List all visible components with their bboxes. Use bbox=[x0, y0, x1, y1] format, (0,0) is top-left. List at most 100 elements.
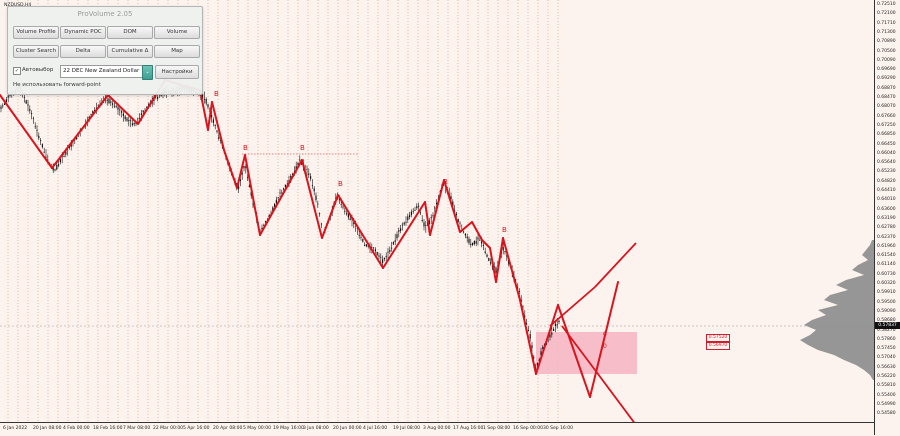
candle-body bbox=[313, 188, 315, 192]
candle-body bbox=[380, 256, 382, 258]
candle-body bbox=[128, 120, 130, 122]
candle-body bbox=[243, 166, 245, 169]
price-tick: 0.68070 bbox=[877, 104, 896, 110]
candle-body bbox=[349, 218, 351, 221]
price-tick: 0.69690 bbox=[877, 67, 896, 73]
volume-button[interactable]: Volume bbox=[154, 26, 200, 39]
auto-select-label: Автовыбор bbox=[22, 67, 54, 73]
candle-body bbox=[292, 173, 294, 175]
candle-body bbox=[297, 162, 299, 165]
price-tick: 0.59090 bbox=[877, 308, 896, 314]
level-label-upper: 0.57520 bbox=[706, 334, 730, 342]
zigzag-segment bbox=[502, 237, 521, 301]
price-tick: 0.71710 bbox=[877, 20, 896, 26]
candle-body bbox=[407, 216, 409, 221]
candle-body bbox=[2, 105, 4, 107]
candle-body bbox=[212, 119, 214, 123]
cluster-search-button[interactable]: Cluster Search bbox=[13, 45, 59, 58]
candle-body bbox=[463, 231, 465, 233]
candle-body bbox=[414, 210, 416, 211]
price-tick: 0.62370 bbox=[877, 234, 896, 240]
candle-body bbox=[241, 172, 243, 175]
candle-body bbox=[340, 203, 342, 205]
candle-body bbox=[347, 212, 349, 218]
zigzag-segment bbox=[51, 94, 109, 169]
price-tick: 0.55400 bbox=[877, 392, 896, 398]
price-tick: 0.59500 bbox=[877, 299, 896, 305]
candle-body bbox=[250, 192, 252, 196]
candle-body bbox=[133, 122, 135, 125]
candle-body bbox=[468, 238, 470, 243]
projection-segment bbox=[594, 369, 635, 422]
dynamic-poc-button[interactable]: Dynamic POC bbox=[60, 26, 106, 39]
candle-body bbox=[556, 324, 558, 326]
price-tick: 0.66850 bbox=[877, 132, 896, 138]
chart-area[interactable]: B B B B B B 0 0 NZDUSD,H4 ProVolume 2.05 Volume… bbox=[0, 0, 874, 435]
time-axis[interactable]: 6 Jan 2022 20 Jan 08:00 4 Feb 00:00 18 Feb … bbox=[0, 422, 874, 436]
projection-segment bbox=[561, 325, 596, 371]
candle-body bbox=[412, 211, 414, 213]
candle-body bbox=[409, 215, 411, 218]
time-tick: 20 Jan 08:00 bbox=[33, 426, 62, 431]
price-tick: 0.59910 bbox=[877, 290, 896, 296]
provolume-panel[interactable]: ProVolume 2.05 Volume Profile Dynamic PO… bbox=[7, 6, 203, 95]
candle-body bbox=[0, 106, 2, 109]
candle-body bbox=[382, 259, 384, 264]
volume-profile-button[interactable]: Volume Profile bbox=[13, 26, 59, 39]
candle-body bbox=[527, 330, 529, 331]
map-button[interactable]: Map bbox=[154, 45, 200, 58]
symbol-label: NZDUSD,H4 bbox=[4, 3, 31, 8]
candle-body bbox=[95, 107, 97, 109]
zigzag-segment bbox=[519, 299, 537, 375]
candle-body bbox=[130, 120, 132, 122]
candle-body bbox=[365, 244, 367, 247]
candle-body bbox=[160, 94, 162, 97]
candle-body bbox=[488, 257, 490, 262]
candle-body bbox=[482, 245, 484, 246]
candle-body bbox=[495, 267, 497, 273]
price-tick: 0.62780 bbox=[877, 225, 896, 231]
cumulative-delta-button[interactable]: Cumulative Δ bbox=[107, 45, 153, 58]
candle-body bbox=[110, 101, 112, 103]
candle-body bbox=[481, 241, 483, 244]
price-tick: 0.71300 bbox=[877, 29, 896, 35]
current-price-tag: 0.57837 bbox=[875, 322, 900, 329]
candle-body bbox=[214, 124, 216, 126]
candle-body bbox=[290, 175, 292, 180]
candle-body bbox=[385, 256, 387, 258]
candle-body bbox=[248, 185, 250, 188]
zigzag-segment bbox=[443, 179, 461, 233]
candle-body bbox=[245, 166, 247, 168]
candle-body bbox=[554, 323, 556, 326]
box-marker: 0 bbox=[603, 343, 607, 350]
settings-button[interactable]: Настройки bbox=[155, 65, 199, 79]
candle-body bbox=[472, 242, 474, 246]
candle-body bbox=[252, 203, 254, 205]
candle-body bbox=[205, 99, 207, 104]
candle-body bbox=[279, 192, 281, 194]
candle-body bbox=[308, 173, 310, 175]
symbol-select[interactable]: 22 DEC New Zealand Dollar bbox=[60, 65, 152, 78]
time-tick: 19 Jul 08:00 bbox=[393, 426, 420, 431]
candle-body bbox=[549, 334, 551, 338]
candle-body bbox=[396, 234, 398, 239]
dom-button[interactable]: DOM bbox=[107, 26, 153, 39]
price-chart[interactable]: B B B B B B 0 0 bbox=[0, 0, 874, 422]
price-tick: 0.68470 bbox=[877, 95, 896, 100]
chevron-down-icon[interactable]: ⌄ bbox=[142, 65, 153, 80]
candle-body bbox=[142, 110, 144, 113]
price-tick: 0.54990 bbox=[877, 401, 896, 407]
candle-body bbox=[58, 164, 60, 166]
candle-body bbox=[38, 136, 40, 139]
price-tick: 0.56220 bbox=[877, 374, 896, 379]
candle-body bbox=[140, 113, 142, 115]
price-axis[interactable]: 0.72510 0.72100 0.71710 0.71300 0.70890 0.705… bbox=[874, 0, 900, 435]
candle-body bbox=[421, 219, 423, 222]
delta-button[interactable]: Delta bbox=[60, 45, 106, 58]
time-tick: 16 Sep 00:00 bbox=[513, 426, 544, 431]
zigzag-segment bbox=[244, 154, 261, 236]
candle-body bbox=[211, 115, 213, 118]
candle-body bbox=[131, 123, 133, 126]
price-tick: 0.64010 bbox=[877, 197, 896, 203]
auto-select-checkbox[interactable]: ✓ bbox=[13, 67, 21, 75]
